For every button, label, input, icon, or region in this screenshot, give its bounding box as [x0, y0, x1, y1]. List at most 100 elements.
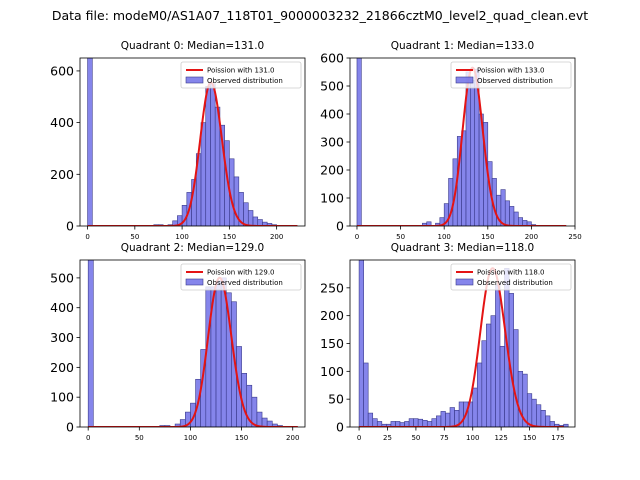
y-tick-label: 600 [320, 51, 344, 66]
chart-title: Quadrant 3: Median=118.0 [391, 242, 534, 254]
histogram-bar [445, 412, 451, 427]
legend-label-poisson: Poission with 129.0 [207, 269, 275, 277]
y-tick-label: 100 [50, 390, 74, 405]
histogram-bar [417, 418, 424, 427]
histogram-bar [495, 284, 501, 427]
figure-title: Data file: modeM0/AS1A07_118T01_90000032… [52, 8, 588, 23]
y-tick-label: 150 [320, 336, 344, 351]
plot-area [87, 58, 298, 226]
quadrant-0-chart: Quadrant 0: Median=131.0 0 50 100 150 200 0 200… [50, 40, 306, 241]
histogram-bar [358, 260, 364, 427]
x-tick-label: 150 [223, 233, 236, 241]
histogram-bar [210, 83, 216, 226]
x-tick-label: 75 [440, 434, 449, 442]
x-tick-label: 0 [85, 233, 89, 241]
histogram-bar [87, 260, 94, 427]
legend-box [180, 61, 302, 89]
x-tick-label: 25 [383, 434, 392, 442]
x-tick-label: 100 [184, 434, 197, 442]
histogram-bar [426, 221, 432, 226]
legend-bar-swatch [455, 278, 474, 286]
y-tick-label: 200 [50, 360, 74, 375]
legend-label-observed: Observed distribution [207, 279, 283, 287]
histogram-bar [481, 340, 487, 427]
legend-label-poisson: Poission with 131.0 [207, 67, 275, 75]
histogram-bar [413, 418, 419, 427]
histogram-bar [499, 345, 505, 427]
histogram-bar [215, 280, 222, 427]
x-tick-label: 0 [86, 434, 90, 442]
histogram-bar [87, 58, 93, 226]
legend: Poission with 133.0 Observed distribution [450, 61, 572, 89]
histogram-bar [486, 323, 492, 427]
legend-label-observed: Observed distribution [207, 77, 283, 85]
quadrant-2-chart: Quadrant 2: Median=129.0 0 50 100 150 200 0 100… [50, 242, 306, 442]
histogram-bar [545, 415, 551, 427]
histogram-bar [472, 387, 478, 427]
y-tick-label: 250 [320, 280, 344, 295]
histogram-bar [476, 362, 483, 427]
histogram-bar [436, 415, 442, 427]
x-tick-label: 175 [551, 434, 564, 442]
y-tick-label: 100 [320, 364, 344, 379]
histogram-bar [504, 200, 510, 226]
legend-bar-swatch [185, 76, 204, 84]
x-tick-label: 250 [568, 233, 581, 241]
y-tick-label: 0 [66, 219, 74, 234]
histogram-bar [540, 409, 546, 427]
y-tick-label: 300 [50, 330, 74, 345]
histogram-bar [372, 418, 378, 427]
histogram-bar [490, 315, 496, 427]
y-tick-label: 0 [66, 420, 74, 435]
y-tick-label: 200 [50, 167, 74, 182]
y-tick-label: 500 [50, 270, 74, 285]
plot-area [87, 260, 298, 427]
legend: Poission with 118.0 Observed distribution [450, 263, 572, 291]
histogram-bar [247, 210, 254, 226]
legend-label-observed: Observed distribution [477, 279, 553, 287]
histogram-bar [367, 412, 374, 427]
histogram-bar [526, 221, 532, 226]
histogram-bar [513, 211, 519, 226]
y-tick-label: 200 [320, 308, 344, 323]
x-tick-label: 0 [355, 233, 359, 241]
histogram-bar [518, 217, 523, 226]
x-tick-label: 50 [130, 233, 139, 241]
y-tick-label: 200 [320, 163, 344, 178]
x-tick-label: 150 [235, 434, 248, 442]
histogram-bar [440, 411, 446, 427]
axes-frame [79, 57, 306, 227]
histogram-bar [500, 189, 506, 226]
histogram-bar [563, 423, 569, 427]
histogram-bar [517, 371, 524, 427]
histogram-bar [363, 362, 369, 427]
x-tick-label: 150 [481, 233, 494, 241]
histogram-bar [408, 418, 414, 427]
poisson-fit-line [359, 267, 564, 427]
legend: Poission with 131.0 Observed distribution [180, 61, 302, 89]
legend-box [180, 263, 302, 291]
histogram-bar [536, 404, 542, 427]
chart-title: Quadrant 0: Median=131.0 [121, 40, 264, 52]
histogram-bar [431, 418, 437, 427]
y-tick-label: 400 [320, 107, 344, 122]
histogram-bar [252, 216, 259, 226]
y-tick-label: 50 [328, 392, 344, 407]
x-tick-label: 200 [525, 233, 538, 241]
chart-title: Quadrant 1: Median=133.0 [391, 40, 534, 52]
y-tick-label: 300 [320, 135, 344, 150]
x-tick-label: 200 [286, 434, 299, 442]
histogram-bar [509, 206, 515, 226]
x-tick-label: 0 [357, 434, 361, 442]
legend-bar-swatch [455, 76, 474, 84]
x-tick-label: 200 [270, 233, 283, 241]
y-tick-label: 0 [336, 420, 344, 435]
legend-label-poisson: Poission with 118.0 [477, 269, 545, 277]
x-tick-label: 50 [411, 434, 420, 442]
histogram-bar [205, 86, 211, 226]
x-tick-label: 125 [494, 434, 507, 442]
legend-box [450, 263, 572, 291]
histogram-bar [461, 130, 467, 226]
legend-label-poisson: Poission with 133.0 [477, 67, 545, 75]
x-tick-label: 50 [396, 233, 405, 241]
